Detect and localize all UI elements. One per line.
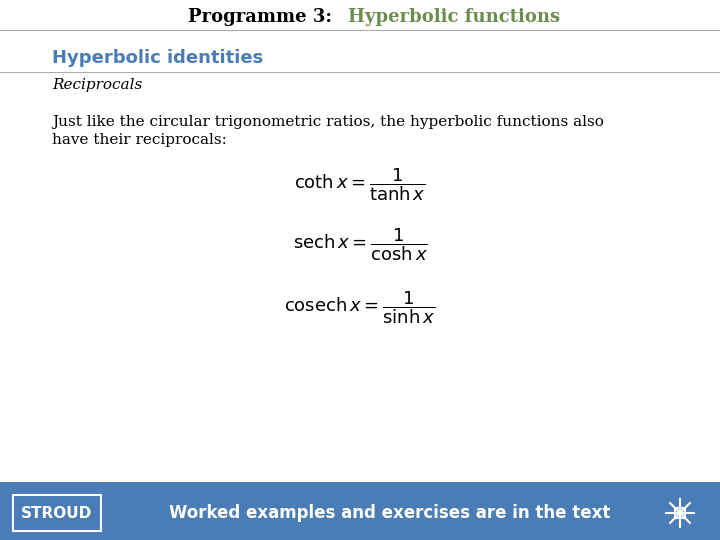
Text: $\mathrm{cosech}\,x = \dfrac{1}{\mathrm{sinh}\,x}$: $\mathrm{cosech}\,x = \dfrac{1}{\mathrm{… xyxy=(284,289,436,326)
FancyBboxPatch shape xyxy=(675,508,685,518)
Text: $\mathrm{coth}\,x = \dfrac{1}{\mathrm{tanh}\,x}$: $\mathrm{coth}\,x = \dfrac{1}{\mathrm{ta… xyxy=(294,167,426,204)
Text: Hyperbolic functions: Hyperbolic functions xyxy=(348,8,560,26)
Text: Just like the circular trigonometric ratios, the hyperbolic functions also: Just like the circular trigonometric rat… xyxy=(52,115,604,129)
Bar xyxy=(0,482,720,540)
Text: Hyperbolic identities: Hyperbolic identities xyxy=(52,49,264,67)
Text: Worked examples and exercises are in the text: Worked examples and exercises are in the… xyxy=(169,504,611,522)
Text: $\mathrm{sech}\,x = \dfrac{1}{\mathrm{cosh}\,x}$: $\mathrm{sech}\,x = \dfrac{1}{\mathrm{co… xyxy=(292,227,428,264)
Text: STROUD: STROUD xyxy=(22,505,93,521)
Text: Programme 3:: Programme 3: xyxy=(189,8,345,26)
FancyBboxPatch shape xyxy=(13,495,101,531)
Text: Reciprocals: Reciprocals xyxy=(52,78,143,92)
Text: have their reciprocals:: have their reciprocals: xyxy=(52,133,227,147)
